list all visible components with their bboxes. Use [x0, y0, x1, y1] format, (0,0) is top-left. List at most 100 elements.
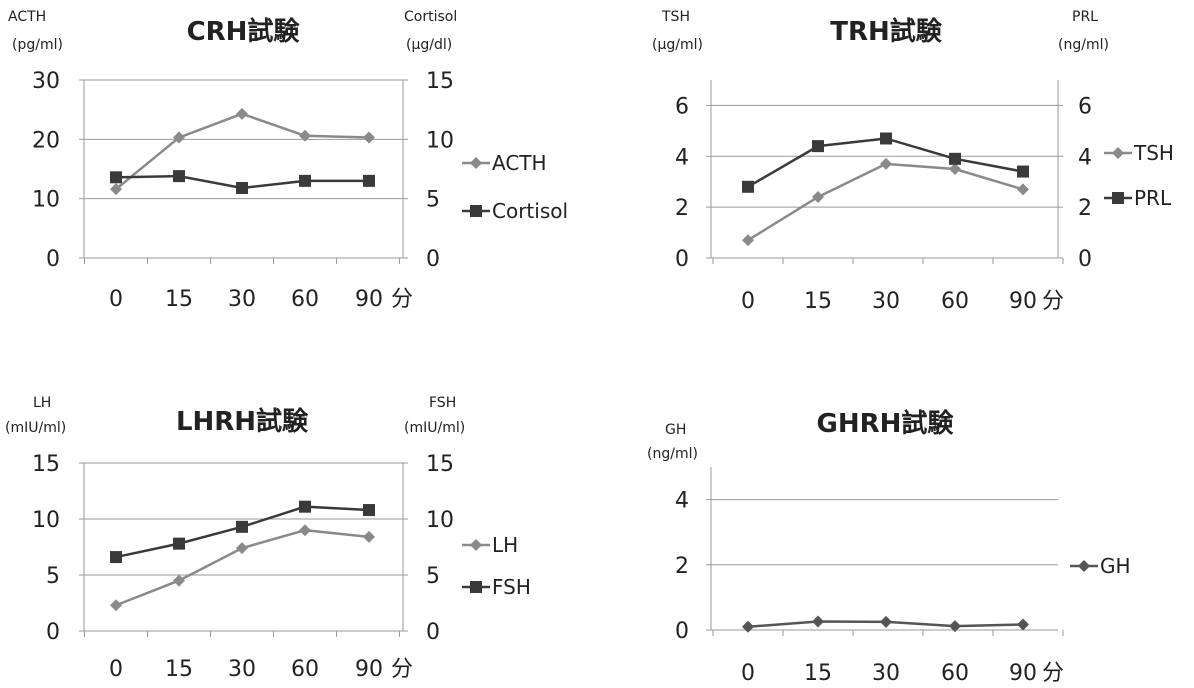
chart-panel-ghrh: GHRH試験 GH (ng/ml) 0 2 4 0 15 30 60 90 分 GH — [597, 342, 1194, 686]
data-point-fsh — [110, 551, 122, 564]
data-point-gh — [880, 615, 892, 628]
chart-title: GHRH試験 — [817, 408, 955, 439]
legend-marker-gh — [1078, 560, 1090, 572]
data-point-fsh — [236, 520, 248, 533]
right-tick-label: 6 — [1078, 94, 1092, 119]
data-point-prl — [880, 132, 892, 145]
gridlines — [711, 104, 1058, 259]
chart-title: TRH試験 — [830, 16, 943, 47]
data-point-cortisol — [110, 171, 122, 184]
x-tick-label: 15 — [165, 657, 193, 682]
right-axis-label: Cortisol — [404, 9, 457, 25]
x-tick-label: 60 — [291, 287, 319, 312]
left-axis-label: LH — [33, 395, 51, 411]
gridlines — [84, 79, 403, 259]
data-point-acth — [110, 183, 122, 196]
legend: TSH PRL — [1104, 141, 1174, 210]
data-point-acth — [173, 131, 185, 144]
left-tick-label: 30 — [32, 69, 60, 94]
x-unit-label: 分 — [391, 287, 413, 312]
data-point-cortisol — [299, 174, 311, 187]
left-axis-unit: (pg/ml) — [12, 37, 63, 53]
data-point-gh — [1017, 618, 1029, 631]
gridlines — [711, 499, 1058, 631]
legend: LH FSH — [462, 533, 531, 599]
data-point-fsh — [299, 500, 311, 513]
legend: ACTH Cortisol — [462, 151, 568, 223]
left-tick-label: 15 — [32, 452, 60, 477]
x-tick-label: 60 — [941, 289, 969, 314]
left-axis-label: GH — [665, 422, 686, 438]
legend: GH — [1070, 554, 1131, 578]
data-point-lh — [173, 574, 185, 587]
data-point-tsh — [880, 157, 892, 170]
left-ticks: 0 2 4 — [675, 489, 689, 644]
legend-label-fsh: FSH — [492, 575, 531, 599]
x-ticks: 0 15 30 60 90 — [109, 657, 383, 682]
right-tick-label: 15 — [426, 452, 454, 477]
left-tick-label: 4 — [675, 489, 689, 514]
data-point-prl — [742, 180, 754, 193]
x-tick-label: 30 — [228, 287, 256, 312]
right-axis-unit: (µg/dl) — [406, 37, 452, 53]
x-tick-label: 0 — [741, 661, 755, 684]
left-tick-label: 2 — [675, 196, 689, 221]
data-point-prl — [1017, 165, 1029, 178]
x-ticks: 0 15 30 60 90 — [741, 661, 1037, 686]
axes — [79, 462, 408, 637]
left-tick-label: 0 — [675, 619, 689, 644]
right-axis-unit: (mIU/ml) — [404, 420, 465, 436]
x-tick-label: 90 — [1009, 661, 1037, 684]
chart-svg-ghrh: GHRH試験 GH (ng/ml) 0 2 4 0 15 30 60 90 分 GH — [647, 408, 1131, 686]
left-tick-label: 2 — [675, 554, 689, 579]
x-tick-label: 90 — [1009, 289, 1037, 314]
gridlines — [84, 462, 403, 632]
x-ticks: 0 15 30 60 90 — [109, 287, 383, 312]
legend-marker-acth — [470, 157, 482, 169]
chart-svg-lhrh: LHRH試験 LH (mIU/ml) FSH (mIU/ml) 0 5 10 15 0… — [5, 395, 531, 682]
data-point-lh — [110, 599, 122, 612]
left-tick-label: 4 — [675, 145, 689, 170]
data-point-tsh — [1017, 183, 1029, 196]
x-tick-label: 0 — [109, 287, 123, 312]
right-ticks: 0 5 10 15 — [426, 69, 454, 272]
data-point-acth — [363, 131, 375, 144]
right-tick-label: 0 — [1078, 247, 1092, 272]
data-point-tsh — [812, 190, 824, 203]
axes — [706, 80, 1064, 264]
right-tick-label: 10 — [426, 508, 454, 533]
data-point-cortisol — [236, 181, 248, 194]
x-ticks: 0 15 30 60 90 — [741, 289, 1037, 314]
axes — [706, 467, 1064, 636]
left-ticks: 0 5 10 15 — [32, 452, 60, 645]
left-tick-label: 0 — [675, 247, 689, 272]
data-point-cortisol — [173, 170, 185, 183]
chart-title: CRH試験 — [187, 16, 301, 47]
left-ticks: 0 2 4 6 — [675, 94, 689, 272]
left-axis-unit: (µg/ml) — [652, 37, 703, 53]
legend-marker-cortisol — [470, 205, 482, 217]
left-axis-unit: (mIU/ml) — [5, 420, 66, 436]
x-tick-label: 0 — [109, 657, 123, 682]
legend-marker-fsh — [470, 581, 482, 593]
right-tick-label: 5 — [426, 188, 440, 213]
right-ticks: 0 5 10 15 — [426, 452, 454, 645]
legend-marker-lh — [470, 539, 482, 551]
data-point-prl — [812, 140, 824, 153]
series-layer — [110, 107, 375, 196]
right-tick-label: 0 — [426, 247, 440, 272]
right-axis-label: PRL — [1072, 9, 1098, 25]
axes — [79, 79, 408, 264]
x-tick-label: 0 — [741, 289, 755, 314]
right-axis-label: FSH — [429, 395, 456, 411]
x-unit-label: 分 — [391, 657, 413, 682]
series-line-acth — [115, 112, 370, 191]
legend-label-gh: GH — [1100, 554, 1131, 578]
left-axis-label: ACTH — [8, 9, 46, 25]
x-tick-label: 30 — [872, 289, 900, 314]
data-point-lh — [299, 524, 311, 537]
left-tick-label: 10 — [32, 508, 60, 533]
series-line-tsh — [747, 162, 1024, 242]
